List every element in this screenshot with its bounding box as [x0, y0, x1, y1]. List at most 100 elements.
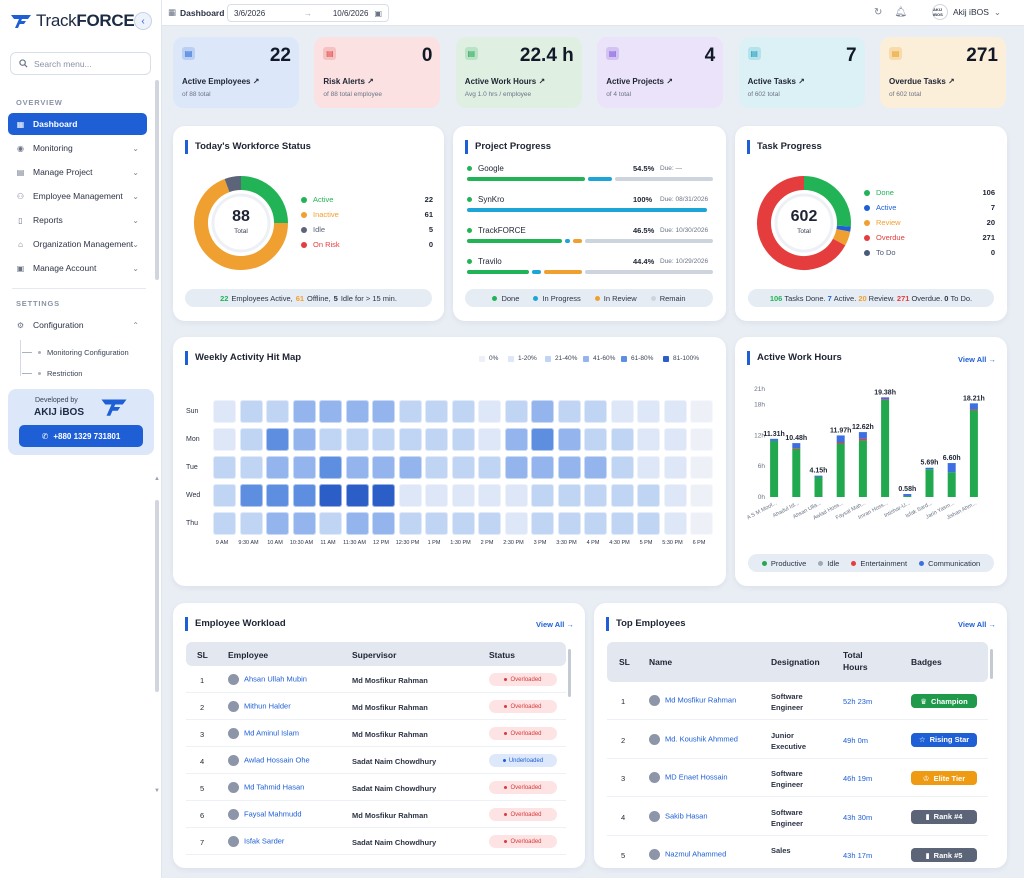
heatmap-cell[interactable] [451, 512, 475, 535]
sidebar-item-configuration[interactable]: ⚙ Configuration ⌃ [8, 314, 147, 336]
sidebar-item-dashboard[interactable]: ▦ Dashboard [8, 113, 147, 135]
bar-productive[interactable] [947, 472, 956, 497]
heatmap-cell[interactable] [478, 456, 501, 479]
heatmap-cell[interactable] [504, 484, 528, 507]
stat-card-active-work-hours[interactable]: ▤ 22.4 h Active Work Hours ↗ Avg 1.0 hrs / … [455, 37, 582, 108]
bar-productive[interactable] [770, 440, 779, 497]
employee-link[interactable]: Ahsan Ullah Mubin [228, 674, 307, 685]
stat-card-risk-alerts[interactable]: ▤ 0 Risk Alerts ↗ of 88 total employee [314, 37, 441, 108]
task-slice-active[interactable] [836, 225, 851, 232]
workforce-slice-inactive[interactable] [194, 178, 288, 270]
heatmap-cell[interactable] [557, 400, 581, 423]
refresh-icon[interactable]: ↻ [874, 7, 883, 18]
sidebar-item-organization-management[interactable]: ⌂ Organization Management ⌄ [8, 233, 147, 255]
employee-link[interactable]: Md Aminul Islam [228, 728, 299, 739]
heatmap-cell[interactable] [451, 428, 475, 451]
sidebar-scrollbar[interactable] [155, 80, 159, 280]
heatmap-cell[interactable] [584, 400, 607, 423]
heatmap-cell[interactable] [557, 456, 581, 479]
heatmap-cell[interactable] [690, 512, 713, 535]
employee-link[interactable]: Mithun Halder [228, 701, 291, 712]
bar-productive[interactable] [814, 476, 823, 497]
heatmap-cell[interactable] [637, 484, 660, 507]
bar-communication[interactable] [903, 494, 912, 496]
table-row[interactable]: 4 Awlad Hossain Ohe Sadat Naim Chowdhury Un… [186, 747, 566, 774]
heatmap-cell[interactable] [637, 428, 660, 451]
heatmap-cell[interactable] [345, 456, 369, 479]
bell-icon[interactable]: 🔔︎ [894, 7, 908, 18]
heatmap-cell[interactable] [319, 428, 342, 451]
heatmap-cell[interactable] [398, 428, 422, 451]
sidebar-item-employee-management[interactable]: ⚇ Employee Management ⌄ [8, 185, 147, 207]
bar-communication[interactable] [969, 403, 978, 410]
bar-productive[interactable] [836, 443, 845, 497]
heatmap-cell[interactable] [239, 456, 263, 479]
heatmap-cell[interactable] [345, 428, 369, 451]
heatmap-cell[interactable] [239, 512, 263, 535]
heatmap-cell[interactable] [266, 512, 289, 535]
heatmap-cell[interactable] [372, 400, 395, 423]
heatmap-cell[interactable] [239, 484, 263, 507]
heatmap-cell[interactable] [610, 484, 634, 507]
sidebar-subitem-monitoring-configuration[interactable]: Monitoring Configuration [22, 348, 129, 357]
heatmap-cell[interactable] [690, 484, 713, 507]
bar-entertainment[interactable] [858, 438, 867, 441]
heatmap-cell[interactable] [266, 428, 289, 451]
heatmap-cell[interactable] [425, 512, 448, 535]
employee-link[interactable]: Awlad Hossain Ohe [228, 755, 310, 766]
heatmap-cell[interactable] [213, 456, 236, 479]
table-row[interactable]: 3 Md Aminul Islam Md Mosfikur Rahman Overlo… [186, 720, 566, 747]
heatmap-cell[interactable] [292, 484, 316, 507]
heatmap-cell[interactable] [398, 400, 422, 423]
table-row[interactable]: 4 Sakib Hasan Software Engineer 43h 30m ▮ Ran… [607, 798, 988, 836]
heatmap-cell[interactable] [292, 512, 316, 535]
bar-communication[interactable] [836, 435, 845, 443]
employee-link[interactable]: Isfak Sarder [228, 836, 284, 847]
heatmap-cell[interactable] [557, 428, 581, 451]
heatmap-cell[interactable] [531, 428, 554, 451]
date-from[interactable]: 3/6/2026 [234, 8, 266, 18]
heatmap-cell[interactable] [266, 484, 289, 507]
heatmap-cell[interactable] [319, 456, 342, 479]
heatmap-cell[interactable] [451, 484, 475, 507]
sidebar-item-reports[interactable]: ▯ Reports ⌄ [8, 209, 147, 231]
heatmap-cell[interactable] [690, 456, 713, 479]
heatmap-cell[interactable] [319, 400, 342, 423]
heatmap-cell[interactable] [372, 512, 395, 535]
heatmap-cell[interactable] [345, 484, 369, 507]
scroll-down-icon[interactable]: ▼ [154, 788, 160, 794]
bar-productive[interactable] [903, 495, 912, 497]
bar-productive[interactable] [881, 399, 890, 497]
table-row[interactable]: 5 Nazmul Ahammed Sales 43h 17m ▮ Rank #5 [607, 836, 988, 868]
heatmap-cell[interactable] [398, 456, 422, 479]
bar-communication[interactable] [770, 438, 779, 441]
table-row[interactable]: 1 Md Mosfikur Rahman Software Engineer 52h … [607, 682, 988, 720]
table-row[interactable]: 3 MD Enaet Hossain Software Engineer 46h 19… [607, 759, 988, 797]
heatmap-cell[interactable] [663, 456, 687, 479]
heatmap-cell[interactable] [372, 484, 395, 507]
heatmap-cell[interactable] [557, 512, 581, 535]
heatmap-cell[interactable] [531, 484, 554, 507]
heatmap-cell[interactable] [478, 484, 501, 507]
heatmap-cell[interactable] [213, 484, 236, 507]
heatmap-cell[interactable] [266, 456, 289, 479]
heatmap-cell[interactable] [584, 484, 607, 507]
heatmap-cell[interactable] [663, 512, 687, 535]
table-row[interactable]: 1 Ahsan Ullah Mubin Md Mosfikur Rahman Over… [186, 666, 566, 693]
heatmap-cell[interactable] [531, 512, 554, 535]
employee-link[interactable]: Md Tahmid Hasan [228, 782, 304, 793]
scroll-up-icon[interactable]: ▲ [154, 476, 160, 482]
heatmap-cell[interactable] [478, 512, 501, 535]
heatmap-cell[interactable] [345, 512, 369, 535]
bar-productive[interactable] [969, 410, 978, 497]
heatmap-cell[interactable] [372, 428, 395, 451]
heatmap-cell[interactable] [398, 512, 422, 535]
table-row[interactable]: 2 Md. Koushik Ahmmed Junior Executive 49h 0… [607, 721, 988, 759]
date-range-picker[interactable]: 3/6/2026 → 10/6/2026 ▣ [227, 4, 389, 22]
stat-card-active-tasks[interactable]: ▤ 7 Active Tasks ↗ of 602 total [738, 37, 865, 108]
heatmap-cell[interactable] [504, 428, 528, 451]
heatmap-cell[interactable] [584, 512, 607, 535]
sidebar-item-manage-account[interactable]: ▣ Manage Account ⌄ [8, 257, 147, 279]
heatmap-cell[interactable] [584, 428, 607, 451]
heatmap-cell[interactable] [663, 400, 687, 423]
